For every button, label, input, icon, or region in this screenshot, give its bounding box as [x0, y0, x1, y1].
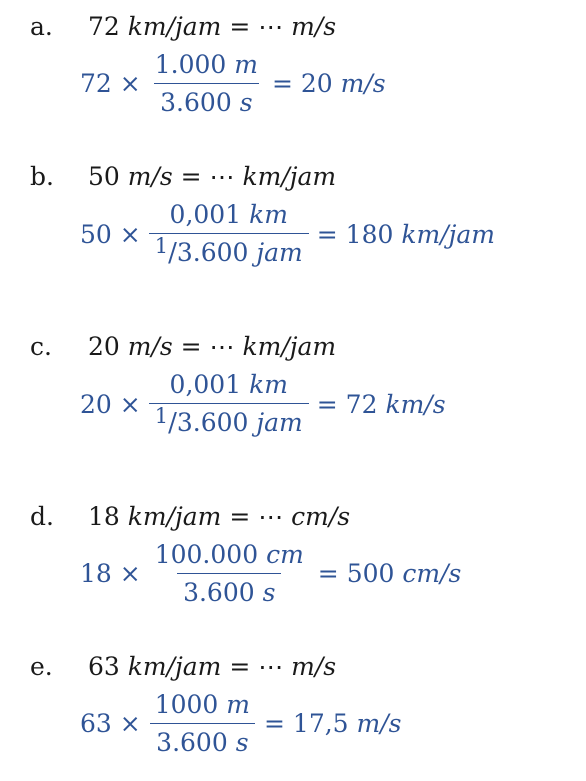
- denominator-slash: /: [168, 408, 177, 438]
- numerator-unit: cm: [266, 540, 304, 569]
- numerator-unit: km: [249, 370, 288, 399]
- numerator-unit: m: [234, 50, 258, 79]
- question-value: 63: [87, 652, 120, 681]
- problem-letter: a.: [30, 12, 53, 41]
- denominator-value: 3.600: [176, 408, 249, 437]
- answer-line: 20 × 0,001 km 1/3.600 jam = 72 km/s: [80, 370, 446, 438]
- answer-line: 18 × 100.000 cm 3.600 s = 500 cm/s: [80, 540, 461, 607]
- question-line: b. 50 m/s = ⋯ km/jam: [30, 162, 336, 191]
- problem-letter: e.: [30, 652, 53, 681]
- numerator-value: 1.000: [154, 50, 227, 79]
- answer-multiplier: 72 ×: [80, 69, 141, 98]
- question-unit-from: m/s: [127, 332, 173, 361]
- denominator-value: 3.600: [156, 728, 228, 757]
- result-unit: km/s: [385, 389, 446, 419]
- result-unit: m/s: [340, 69, 386, 98]
- result-unit: m/s: [356, 709, 402, 738]
- denominator-unit: jam: [256, 238, 303, 267]
- question-unit-from: m/s: [127, 162, 173, 191]
- answer-line: 72 × 1.000 m 3.600 s = 20 m/s: [80, 50, 386, 117]
- numerator-value: 0,001: [169, 200, 242, 229]
- question-unit-from: km/jam: [127, 652, 222, 681]
- numerator-value: 0,001: [169, 370, 242, 399]
- question-value: 50: [87, 162, 120, 191]
- result-value: 500: [346, 559, 395, 588]
- question-value: 72: [87, 12, 120, 41]
- fraction-denominator: 3.600 s: [154, 83, 259, 117]
- denominator-unit: s: [239, 88, 253, 117]
- denominator-value: 3.600: [183, 578, 255, 607]
- question-equals: = ⋯: [180, 162, 235, 191]
- denominator-value: 3.600: [160, 88, 232, 117]
- conversion-fraction: 1.000 m 3.600 s: [149, 50, 264, 117]
- problem-letter: d.: [30, 502, 54, 531]
- question-unit-to: m/s: [291, 652, 337, 681]
- numerator-value: 100.000: [154, 540, 259, 569]
- answer-line: 63 × 1000 m 3.600 s = 17,5 m/s: [80, 690, 402, 757]
- fraction-denominator: 1/3.600 jam: [148, 403, 309, 438]
- denominator-unit: jam: [256, 408, 303, 437]
- denominator-slash: /: [168, 238, 177, 268]
- question-value: 20: [87, 332, 120, 361]
- result-value: 20: [300, 69, 333, 98]
- fraction-numerator: 0,001 km: [164, 370, 294, 403]
- question-equals: = ⋯: [180, 332, 235, 361]
- denominator-value: 3.600: [176, 238, 249, 267]
- answer-multiplier: 20 ×: [80, 389, 141, 419]
- numerator-value: 1000: [154, 690, 219, 719]
- conversion-fraction: 0,001 km 1/3.600 jam: [148, 370, 309, 438]
- fraction-numerator: 1000 m: [149, 690, 256, 723]
- denominator-unit: s: [262, 578, 276, 607]
- question-equals: = ⋯: [229, 12, 284, 41]
- question-unit-from: km/jam: [127, 12, 222, 41]
- question-equals: = ⋯: [229, 502, 284, 531]
- fraction-numerator: 0,001 km: [164, 200, 294, 233]
- conversion-fraction: 1000 m 3.600 s: [149, 690, 256, 757]
- answer-multiplier: 50 ×: [80, 219, 141, 249]
- result-unit: km/jam: [401, 219, 495, 249]
- problem-letter: c.: [30, 332, 52, 361]
- question-line: c. 20 m/s = ⋯ km/jam: [30, 332, 336, 361]
- fraction-numerator: 1.000 m: [149, 50, 264, 83]
- result-value: 17,5: [292, 709, 349, 738]
- fraction-denominator: 3.600 s: [177, 573, 282, 607]
- result-equals: =: [271, 69, 293, 98]
- denominator-unit: s: [235, 728, 249, 757]
- question-line: e. 63 km/jam = ⋯ m/s: [30, 652, 336, 681]
- answer-multiplier: 63 ×: [80, 709, 141, 738]
- question-line: d. 18 km/jam = ⋯ cm/s: [30, 502, 350, 531]
- denominator-one: 1: [154, 234, 169, 258]
- answer-multiplier: 18 ×: [80, 559, 141, 588]
- result-equals: =: [316, 219, 338, 249]
- question-unit-to: m/s: [291, 12, 337, 41]
- question-unit-to: km/jam: [242, 162, 337, 191]
- question-unit-to: km/jam: [242, 332, 337, 361]
- fraction-denominator: 3.600 s: [150, 723, 255, 757]
- result-equals: =: [264, 709, 285, 738]
- result-unit: cm/s: [402, 559, 462, 588]
- result-value: 180: [345, 219, 394, 249]
- numerator-unit: m: [226, 690, 251, 719]
- question-unit-from: km/jam: [127, 502, 222, 531]
- result-equals: =: [317, 559, 339, 588]
- question-line: a. 72 km/jam = ⋯ m/s: [30, 12, 336, 41]
- question-equals: = ⋯: [229, 652, 284, 681]
- conversion-fraction: 100.000 cm 3.600 s: [149, 540, 310, 607]
- result-equals: =: [316, 389, 338, 419]
- fraction-numerator: 100.000 cm: [149, 540, 310, 573]
- question-value: 18: [87, 502, 120, 531]
- answer-line: 50 × 0,001 km 1/3.600 jam = 180 km/jam: [80, 200, 495, 268]
- question-unit-to: cm/s: [291, 502, 351, 531]
- denominator-one: 1: [154, 404, 169, 428]
- result-value: 72: [345, 389, 378, 419]
- fraction-denominator: 1/3.600 jam: [148, 233, 309, 268]
- numerator-unit: km: [249, 200, 288, 229]
- problem-letter: b.: [30, 162, 54, 191]
- conversion-fraction: 0,001 km 1/3.600 jam: [148, 200, 309, 268]
